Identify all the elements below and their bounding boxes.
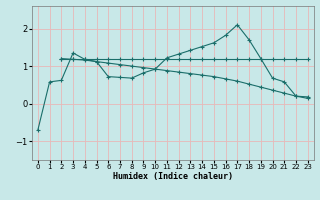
X-axis label: Humidex (Indice chaleur): Humidex (Indice chaleur) [113,172,233,181]
